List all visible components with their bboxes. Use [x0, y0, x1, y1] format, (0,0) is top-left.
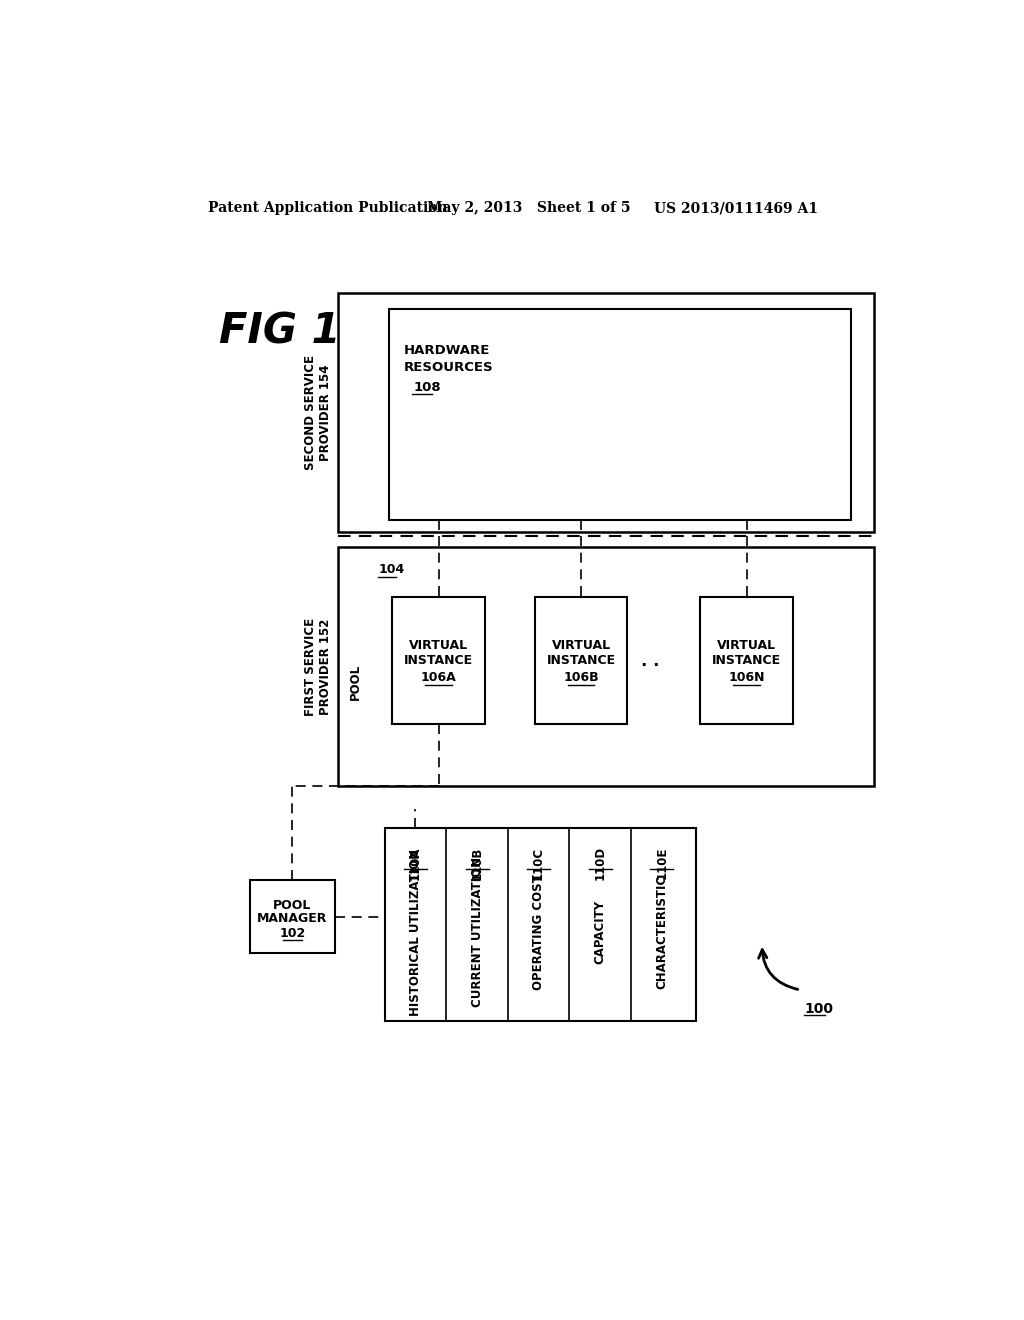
Bar	[700, 597, 793, 725]
Text: 104: 104	[379, 562, 404, 576]
Text: SECOND SERVICE
PROVIDER 154: SECOND SERVICE PROVIDER 154	[304, 355, 333, 470]
Text: Patent Application Publication: Patent Application Publication	[208, 202, 447, 215]
Bar	[250, 880, 335, 953]
Text: 108: 108	[413, 381, 440, 395]
Text: MANAGER: MANAGER	[257, 912, 328, 925]
Text: HISTORICAL UTILIZATION: HISTORICAL UTILIZATION	[409, 849, 422, 1016]
Text: INSTANCE: INSTANCE	[712, 655, 781, 668]
Text: US 2013/0111469 A1: US 2013/0111469 A1	[654, 202, 818, 215]
Bar	[535, 597, 628, 725]
Text: OPERATING COST: OPERATING COST	[532, 874, 545, 990]
Text: 106A: 106A	[421, 672, 457, 684]
Text: 110C: 110C	[532, 846, 545, 879]
Text: VIRTUAL: VIRTUAL	[552, 639, 610, 652]
Text: CHARACTERISTIC: CHARACTERISTIC	[655, 875, 669, 989]
Text: HARDWARE: HARDWARE	[403, 345, 490, 358]
Text: RESOURCES: RESOURCES	[403, 362, 494, 375]
Text: 100: 100	[804, 1002, 834, 1015]
Text: 102: 102	[280, 927, 305, 940]
Bar	[392, 597, 484, 725]
Bar	[385, 829, 695, 1020]
Text: POOL: POOL	[349, 664, 361, 700]
Text: CURRENT UTILIZATION: CURRENT UTILIZATION	[471, 857, 483, 1007]
Text: . .: . .	[641, 652, 659, 669]
Text: POOL: POOL	[273, 899, 311, 912]
Bar	[339, 548, 873, 785]
Text: 110D: 110D	[594, 846, 607, 880]
Text: 110B: 110B	[471, 846, 483, 879]
Text: INSTANCE: INSTANCE	[547, 655, 615, 668]
Text: VIRTUAL: VIRTUAL	[409, 639, 468, 652]
Text: FIG 1: FIG 1	[219, 310, 341, 352]
Text: 106N: 106N	[728, 672, 765, 684]
Text: 110E: 110E	[655, 846, 669, 879]
Text: May 2, 2013   Sheet 1 of 5: May 2, 2013 Sheet 1 of 5	[427, 202, 631, 215]
Text: 110A: 110A	[409, 846, 422, 879]
FancyArrowPatch shape	[759, 949, 798, 990]
Text: CAPACITY: CAPACITY	[594, 900, 607, 965]
Text: INSTANCE: INSTANCE	[404, 655, 473, 668]
Bar	[388, 309, 851, 520]
Text: 106B: 106B	[563, 672, 599, 684]
Bar	[339, 293, 873, 532]
Text: FIRST SERVICE
PROVIDER 152: FIRST SERVICE PROVIDER 152	[304, 618, 333, 715]
Text: VIRTUAL: VIRTUAL	[717, 639, 776, 652]
